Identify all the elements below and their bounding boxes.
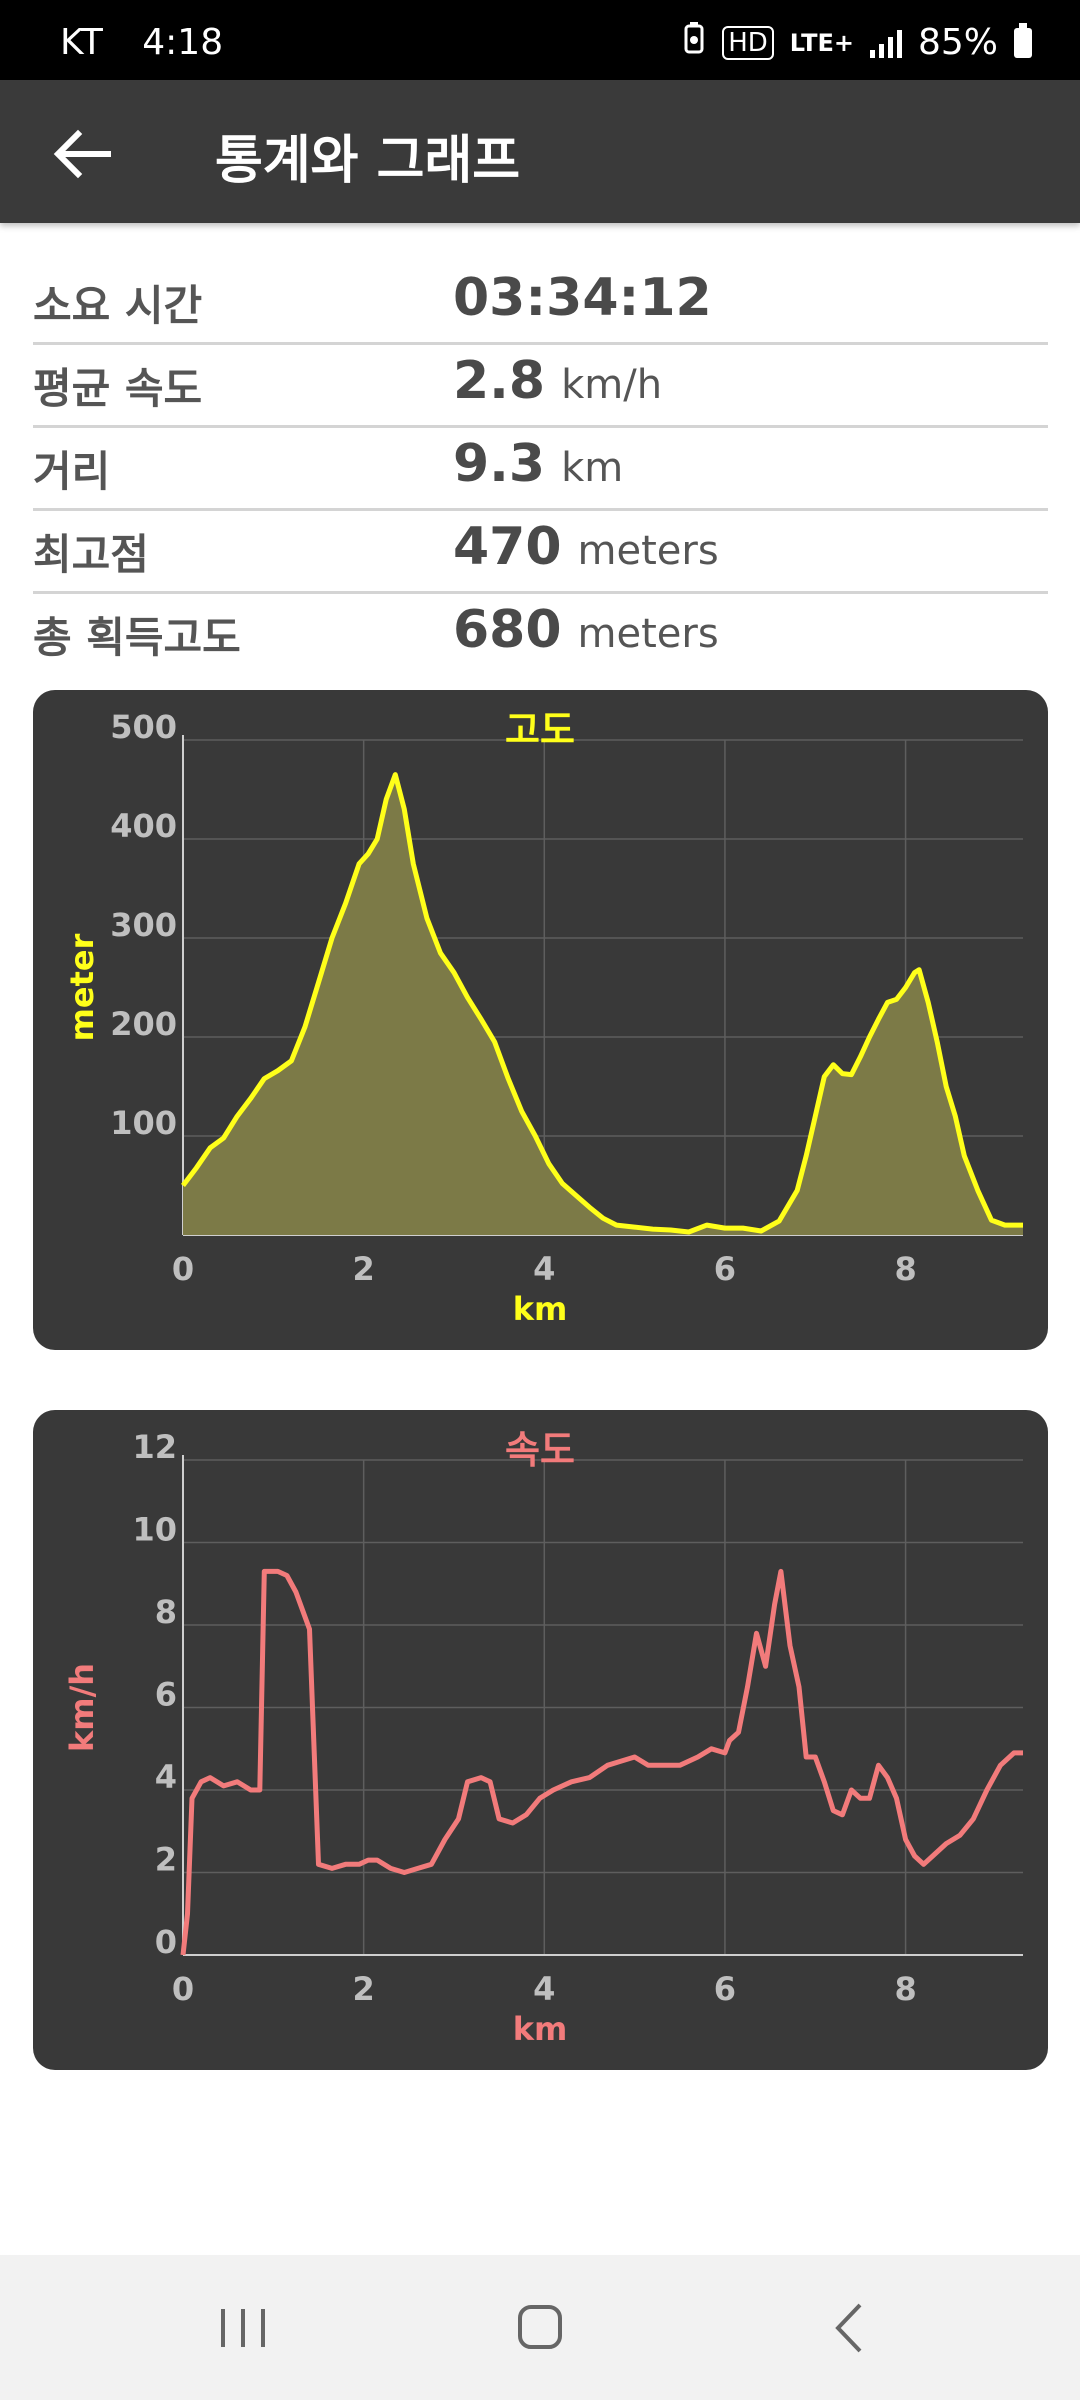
back-button[interactable] bbox=[38, 108, 130, 200]
x-tick-label: 0 bbox=[172, 1970, 194, 2008]
stat-label: 소요 시간 bbox=[33, 281, 203, 330]
elevation-chart-card: 0 2 4 6 8 100 200 300 400 500 고도 km meter bbox=[33, 690, 1048, 1350]
x-axis-label: km bbox=[513, 2010, 568, 2048]
stat-row-avg-speed: 평균 속도 2.8 km/h bbox=[33, 345, 1048, 428]
status-bar-left: KT 4:18 bbox=[60, 22, 251, 63]
hd-voice-icon: HD bbox=[722, 25, 774, 60]
stats-list: 소요 시간 03:34:12 평균 속도 2.8 km/h 거리 9.3 km 최고… bbox=[33, 262, 1048, 674]
app-bar: 통계와 그래프 bbox=[0, 80, 1080, 223]
y-tick-label: 0 bbox=[155, 1923, 177, 1961]
elevation-line bbox=[181, 772, 1023, 1235]
home-button[interactable] bbox=[490, 2285, 590, 2371]
speed-chart: 0 2 4 6 8 0 2 4 6 8 10 12 속도 km km/h bbox=[63, 1428, 1023, 2048]
stat-row-max-elevation: 최고점 470 meters bbox=[33, 511, 1048, 594]
stat-label: 총 획득고도 bbox=[33, 613, 241, 662]
stat-number: 680 bbox=[453, 600, 562, 660]
y-tick-label: 400 bbox=[110, 807, 177, 845]
y-tick-label: 8 bbox=[155, 1593, 177, 1631]
battery-icon bbox=[1014, 22, 1032, 58]
page-title: 통계와 그래프 bbox=[215, 131, 521, 191]
recent-apps-icon bbox=[221, 2309, 265, 2347]
lte-plus-icon: LTE+ bbox=[789, 28, 854, 57]
y-tick-label: 12 bbox=[132, 1428, 177, 1466]
x-tick-label: 4 bbox=[533, 1250, 555, 1288]
stat-number: 470 bbox=[453, 517, 562, 577]
battery-saver-icon bbox=[682, 22, 706, 63]
stat-value: 03:34:12 bbox=[453, 268, 712, 328]
x-tick-label: 0 bbox=[172, 1250, 194, 1288]
stat-label: 최고점 bbox=[33, 530, 149, 579]
chart-title: 속도 bbox=[505, 1428, 575, 1472]
x-tick-label: 2 bbox=[353, 1970, 375, 2008]
x-tick-label: 2 bbox=[353, 1250, 375, 1288]
x-tick-label: 6 bbox=[714, 1250, 736, 1288]
x-tick-label: 4 bbox=[533, 1970, 555, 2008]
stat-value: 9.3 km bbox=[453, 434, 623, 494]
stat-row-distance: 거리 9.3 km bbox=[33, 428, 1048, 511]
navigation-bar bbox=[0, 2255, 1080, 2400]
home-icon bbox=[518, 2305, 562, 2349]
carrier-label: KT bbox=[60, 22, 103, 63]
stat-unit: km bbox=[561, 445, 624, 491]
elevation-area bbox=[183, 774, 1023, 1235]
stat-value: 2.8 km/h bbox=[453, 351, 662, 411]
speed-chart-card: 0 2 4 6 8 0 2 4 6 8 10 12 속도 km km/h bbox=[33, 1410, 1048, 2070]
y-tick-label: 500 bbox=[110, 708, 177, 746]
stat-unit: meters bbox=[577, 528, 719, 574]
x-axis-label: km bbox=[513, 1290, 568, 1328]
x-tick-label: 8 bbox=[894, 1250, 916, 1288]
y-tick-label: 6 bbox=[155, 1676, 177, 1714]
elevation-chart: 0 2 4 6 8 100 200 300 400 500 고도 km meter bbox=[63, 708, 1023, 1328]
y-axis-label: km/h bbox=[63, 1663, 101, 1752]
status-bar: KT 4:18 HD LTE+ 85% bbox=[0, 0, 1080, 80]
battery-percent: 85% bbox=[917, 22, 998, 63]
stat-value: 470 meters bbox=[453, 517, 719, 577]
stat-unit: meters bbox=[577, 611, 719, 657]
x-tick-label: 8 bbox=[894, 1970, 916, 2008]
y-tick-label: 2 bbox=[155, 1841, 177, 1879]
stat-unit: km/h bbox=[561, 362, 663, 408]
stat-row-duration: 소요 시간 03:34:12 bbox=[33, 262, 1048, 345]
y-tick-label: 4 bbox=[155, 1758, 177, 1796]
y-tick-label: 300 bbox=[110, 906, 177, 944]
status-bar-right: HD LTE+ 85% bbox=[682, 22, 1032, 63]
stat-label: 평균 속도 bbox=[33, 364, 203, 413]
stat-number: 03:34:12 bbox=[453, 268, 712, 328]
signal-icon bbox=[869, 28, 902, 58]
y-axis-label: meter bbox=[63, 933, 101, 1041]
stat-number: 9.3 bbox=[453, 434, 546, 494]
stat-value: 680 meters bbox=[453, 600, 719, 660]
y-tick-label: 100 bbox=[110, 1104, 177, 1142]
y-tick-label: 10 bbox=[132, 1511, 177, 1549]
stat-number: 2.8 bbox=[453, 351, 546, 411]
y-tick-label: 200 bbox=[110, 1005, 177, 1043]
speed-line bbox=[180, 1568, 1023, 1956]
stat-label: 거리 bbox=[33, 447, 111, 496]
recent-apps-button[interactable] bbox=[193, 2285, 293, 2371]
x-tick-label: 6 bbox=[714, 1970, 736, 2008]
arrow-left-icon bbox=[53, 129, 111, 179]
chart-title: 고도 bbox=[505, 708, 575, 752]
stat-row-total-ascent: 총 획득고도 680 meters bbox=[33, 594, 1048, 674]
clock: 4:18 bbox=[142, 22, 224, 63]
back-icon bbox=[835, 2303, 862, 2353]
system-back-button[interactable] bbox=[800, 2285, 900, 2371]
